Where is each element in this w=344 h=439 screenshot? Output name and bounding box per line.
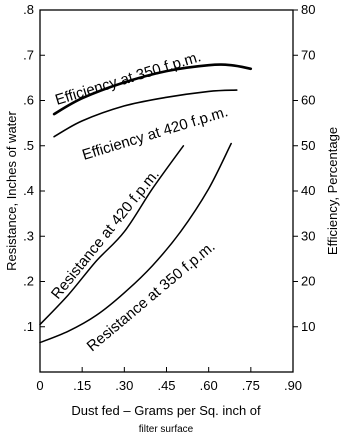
y-axis-left-label: Resistance, Inches of water — [4, 110, 19, 270]
x-tick-label: .15 — [73, 378, 91, 393]
series-label-resistance-350: Resistance at 350 f.p.m. — [84, 238, 219, 355]
x-axis-label: Dust fed – Grams per Sq. inch of — [71, 403, 261, 418]
y-left-tick-label: .5 — [23, 138, 34, 153]
series-label-efficiency-350: Efficiency at 350 f.p.m. — [53, 48, 203, 109]
y-left-tick-label: .3 — [23, 228, 34, 243]
series-label-resistance-420: Resistance at 420 f.p.m. — [48, 166, 163, 302]
x-tick-label: .60 — [200, 378, 218, 393]
x-axis-label-line2: filter surface — [139, 424, 194, 435]
y-left-tick-label: .4 — [23, 183, 34, 198]
y-right-tick-label: 50 — [301, 138, 315, 153]
y-left-tick-label: .6 — [23, 93, 34, 108]
y-right-tick-label: 30 — [301, 228, 315, 243]
y-left-tick-label: .7 — [23, 47, 34, 62]
series-line-resistance-at-350-f-p-m — [39, 142, 232, 344]
y-left-tick-label: .1 — [23, 319, 34, 334]
ticks-layer: 0 .15 .30 .45 .60 .75 .90 .1 .2 .3 .4 .5 .6 .7 .8 10 20 3… — [23, 2, 315, 393]
y-right-tick-label: 70 — [301, 47, 315, 62]
series-line-resistance-at-420-f-p-m — [39, 145, 185, 326]
y-right-tick-label: 80 — [301, 2, 315, 17]
y-right-tick-label: 10 — [301, 319, 315, 334]
y-right-tick-label: 60 — [301, 93, 315, 108]
y-left-tick-label: .2 — [23, 274, 34, 289]
y-left-tick-label: .8 — [23, 2, 34, 17]
x-tick-label: .45 — [157, 378, 175, 393]
series-line-efficiency-at-350-f-p-m — [52, 63, 253, 116]
x-tick-label: .90 — [284, 378, 302, 393]
y-right-tick-label: 20 — [301, 274, 315, 289]
y-right-tick-label: 40 — [301, 183, 315, 198]
lines-layer — [39, 63, 253, 344]
y-axis-right-label: Efficiency, Percentage — [325, 127, 340, 255]
x-tick-label: .75 — [242, 378, 260, 393]
x-tick-label: .30 — [115, 378, 133, 393]
series-line-efficiency-at-420-f-p-m — [53, 89, 238, 138]
x-tick-label: 0 — [36, 378, 43, 393]
